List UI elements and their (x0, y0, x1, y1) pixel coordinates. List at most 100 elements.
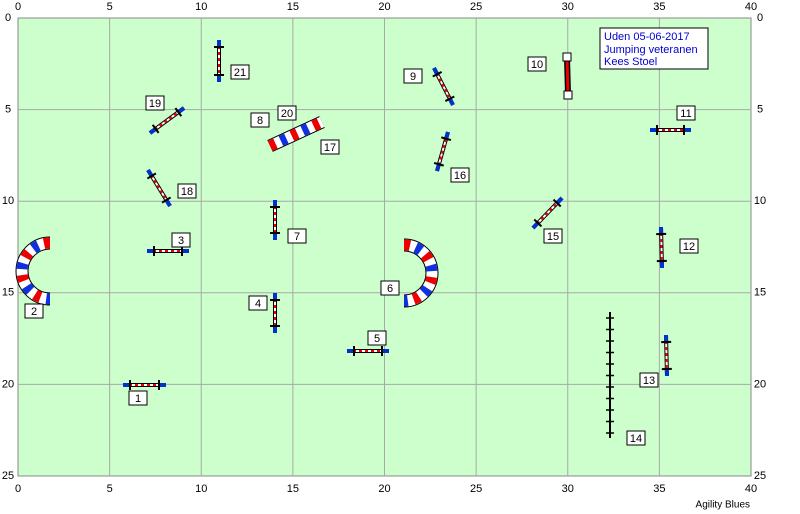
x-tick-label: 25 (470, 1, 482, 13)
obstacle-number: 7 (294, 231, 300, 243)
y-tick-label: 20 (2, 378, 14, 390)
obstacle-number: 8 (257, 115, 263, 127)
x-tick-label: 30 (562, 483, 574, 495)
x-tick-label: 35 (653, 1, 665, 13)
obstacle-number: 9 (410, 71, 416, 83)
x-tick-label: 35 (653, 483, 665, 495)
obstacle-number: 16 (454, 170, 466, 182)
y-tick-label: 15 (2, 287, 14, 299)
obstacle-number: 5 (374, 333, 380, 345)
obstacle-number: 12 (683, 241, 695, 253)
y-tick-label: 10 (2, 195, 14, 207)
obstacle-number: 10 (531, 59, 543, 71)
obstacle-number: 3 (178, 235, 184, 247)
obstacle-number: 20 (281, 108, 293, 120)
obstacle-label-box (380, 280, 400, 296)
info-box (599, 27, 709, 70)
obstacle-number: 6 (387, 283, 393, 295)
x-tick-label: 40 (745, 1, 757, 13)
obstacle-label-box (145, 95, 165, 111)
wing-bar (146, 172, 157, 180)
jump (656, 226, 667, 269)
jump (432, 67, 455, 106)
obstacle-label-box (676, 105, 696, 121)
x-tick-label: 5 (107, 1, 113, 13)
jump (147, 246, 189, 256)
wing-bar (533, 218, 543, 228)
x-tick-label: 25 (470, 483, 482, 495)
y-tick-label: 15 (754, 287, 766, 299)
obstacle-number: 4 (255, 298, 261, 310)
obstacle-label-box (128, 390, 148, 406)
obstacle-label-box (230, 64, 250, 80)
obstacle-label-box (450, 167, 470, 183)
tunnel (267, 116, 325, 152)
x-tick-label: 5 (107, 483, 113, 495)
wing-bar (441, 136, 452, 142)
x-tick-label: 0 (15, 1, 21, 13)
obstacle-number: 11 (680, 108, 691, 120)
obstacle-label-box (320, 139, 340, 155)
wall-end (562, 52, 572, 62)
jump (531, 196, 564, 230)
x-tick-label: 15 (287, 483, 299, 495)
obstacle-label-box (287, 228, 307, 244)
jump (123, 380, 166, 390)
wall-end (563, 90, 573, 100)
obstacle-label-box (543, 228, 563, 244)
obstacle-label-box (679, 238, 699, 254)
obstacle-label-box (177, 183, 197, 199)
x-tick-label: 0 (15, 483, 21, 495)
wing-bar (151, 124, 160, 134)
obstacle-number: 15 (547, 231, 559, 243)
obstacle-label-box (639, 372, 659, 388)
tunnel (403, 238, 439, 308)
wing-bar (552, 198, 562, 208)
tunnel-stripe (267, 117, 325, 151)
tunnel-stripe (403, 239, 438, 307)
y-tick-label: 25 (754, 470, 766, 482)
y-tick-label: 25 (2, 470, 14, 482)
jump (148, 106, 186, 135)
y-tick-label: 5 (757, 104, 763, 116)
obstacle-label-box (24, 303, 44, 319)
obstacle-number: 19 (149, 98, 161, 110)
obstacle-number: 1 (135, 393, 141, 405)
jump (650, 125, 691, 135)
x-tick-label: 20 (378, 1, 390, 13)
jump (270, 200, 280, 240)
footer: Agility Blues (696, 500, 750, 511)
wing-bar (161, 196, 172, 204)
obstacle-number: 17 (324, 142, 336, 154)
info-line: Jumping veteranen (604, 44, 698, 56)
obstacle-label-box (367, 330, 387, 346)
x-tick-label: 15 (287, 1, 299, 13)
tunnel (15, 236, 51, 306)
info-line: Kees Stoel (604, 56, 657, 68)
wing-bar (433, 161, 444, 167)
jump (433, 131, 452, 172)
obstacle-number: 14 (630, 433, 642, 445)
wing-bar (432, 71, 443, 78)
jump (661, 334, 672, 377)
jump (214, 40, 224, 82)
y-tick-label: 20 (754, 378, 766, 390)
obstacle-number: 18 (181, 186, 193, 198)
x-tick-label: 40 (745, 483, 757, 495)
x-tick-label: 10 (195, 1, 207, 13)
jump (146, 168, 172, 208)
tunnel-stripe (16, 237, 51, 305)
obstacle-label-box (171, 232, 191, 248)
wing-bar (444, 95, 455, 102)
x-tick-label: 20 (378, 483, 390, 495)
obstacle-label-box (527, 56, 547, 72)
x-tick-label: 30 (562, 1, 574, 13)
x-tick-label: 10 (195, 483, 207, 495)
wing-bar (174, 107, 183, 117)
obstacle-number: 2 (31, 306, 37, 318)
jump (347, 346, 389, 356)
y-tick-label: 5 (5, 104, 11, 116)
obstacle-label-box (626, 430, 646, 446)
y-tick-label: 0 (757, 12, 763, 24)
